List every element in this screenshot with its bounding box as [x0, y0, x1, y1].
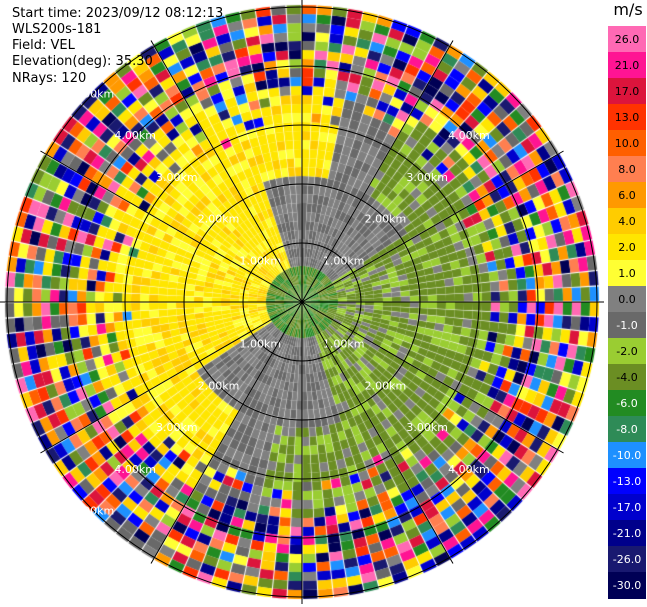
colorbar-swatch	[608, 442, 646, 469]
colorbar-tick-label: -13.0	[612, 474, 642, 488]
colorbar-tick-label: 6.0	[618, 188, 636, 202]
range-ring-label: 4.00km	[114, 129, 156, 142]
colorbar-tick-label: 1.0	[618, 266, 636, 280]
colorbar-tick-label: 10.0	[614, 136, 640, 150]
colorbar-tick-label: -6.0	[616, 396, 638, 410]
azimuth-spoke	[150, 40, 303, 303]
azimuth-spoke	[150, 301, 303, 564]
colorbar-tick-label: 2.0	[618, 240, 636, 254]
range-ring-label: 4.00km	[448, 463, 490, 476]
colorbar-unit: m/s	[613, 0, 643, 19]
colorbar-swatch	[608, 572, 646, 599]
colorbar-tick-label: -26.0	[612, 552, 642, 566]
colorbar-swatch	[608, 364, 646, 391]
field-label: Field: VEL	[12, 38, 75, 53]
colorbar-swatch	[608, 546, 646, 573]
range-ring-label: 4.00km	[448, 129, 490, 142]
instrument-label: WLS200s-181	[12, 22, 102, 37]
colorbar-swatch	[608, 156, 646, 183]
range-ring-label: 5.00km	[73, 87, 115, 100]
range-ring-label: 2.00km	[198, 213, 240, 226]
colorbar-swatch	[608, 78, 646, 105]
ppi-overlay: 1.00km 1.00km 1.00km 1.00km 2.00km 2.00km 2.00…	[0, 0, 604, 604]
colorbar-tick-label: -30.0	[612, 578, 642, 592]
colorbar-swatch	[608, 182, 646, 209]
elevation-label: Elevation(deg): 35.30	[12, 54, 153, 69]
colorbar-swatch	[608, 208, 646, 235]
range-ring-label: 4.00km	[114, 463, 156, 476]
colorbar-swatch	[608, 26, 646, 53]
colorbar-swatch	[608, 130, 646, 157]
colorbar-swatch	[608, 416, 646, 443]
range-ring-label: 1.00km	[239, 338, 281, 351]
azimuth-spoke	[301, 40, 454, 303]
range-ring-label: 1.00km	[239, 254, 281, 267]
nrays-label: NRays: 120	[12, 71, 87, 86]
colorbar-tick-label: 26.0	[614, 32, 640, 46]
range-ring-label: 3.00km	[406, 171, 448, 184]
colorbar-swatch	[608, 260, 646, 287]
colorbar-tick-label: -21.0	[612, 526, 642, 540]
range-ring-label: 3.00km	[156, 421, 198, 434]
azimuth-spoke	[40, 150, 303, 303]
colorbar-swatch	[608, 390, 646, 417]
range-ring-label: 5.00km	[73, 505, 115, 518]
colorbar-tick-label: 8.0	[618, 162, 636, 176]
colorbar-tick-label: -2.0	[616, 344, 638, 358]
colorbar-tick-label: 0.0	[618, 292, 636, 306]
colorbar-tick-label: 13.0	[614, 110, 640, 124]
colorbar-swatch	[608, 286, 646, 313]
colorbar-swatch	[608, 52, 646, 79]
colorbar-swatch	[608, 234, 646, 261]
range-ring-label: 1.00km	[323, 254, 365, 267]
range-ring-label: 3.00km	[156, 171, 198, 184]
azimuth-spoke	[301, 150, 564, 303]
colorbar-swatch	[608, 468, 646, 495]
colorbar: 26.0 21.0 17.0 13.0 10.0 8.0 6.0 4.0 2.0 1.0 0.0 -1…	[608, 26, 646, 599]
range-ring-label: 2.00km	[365, 213, 407, 226]
colorbar-tick-label: 21.0	[614, 58, 640, 72]
colorbar-swatch	[608, 104, 646, 131]
range-ring-label: 1.00km	[323, 338, 365, 351]
colorbar-swatch	[608, 520, 646, 547]
colorbar-tick-label: -10.0	[612, 448, 642, 462]
range-ring-label: 3.00km	[406, 421, 448, 434]
azimuth-spoke	[40, 301, 303, 454]
start-time-label: Start time: 2023/09/12 08:12:13	[12, 6, 224, 21]
range-ring-label: 2.00km	[198, 379, 240, 392]
colorbar-tick-label: -4.0	[616, 370, 638, 384]
range-ring-label: 2.00km	[365, 379, 407, 392]
colorbar-swatch	[608, 338, 646, 365]
colorbar-tick-label: -8.0	[616, 422, 638, 436]
azimuth-spoke	[301, 301, 564, 454]
colorbar-swatch	[608, 494, 646, 521]
colorbar-tick-label: 4.0	[618, 214, 636, 228]
colorbar-swatch	[608, 312, 646, 339]
colorbar-tick-label: -17.0	[612, 500, 642, 514]
azimuth-spoke	[301, 301, 454, 564]
colorbar-tick-label: 17.0	[614, 84, 640, 98]
colorbar-tick-label: -1.0	[616, 318, 638, 332]
